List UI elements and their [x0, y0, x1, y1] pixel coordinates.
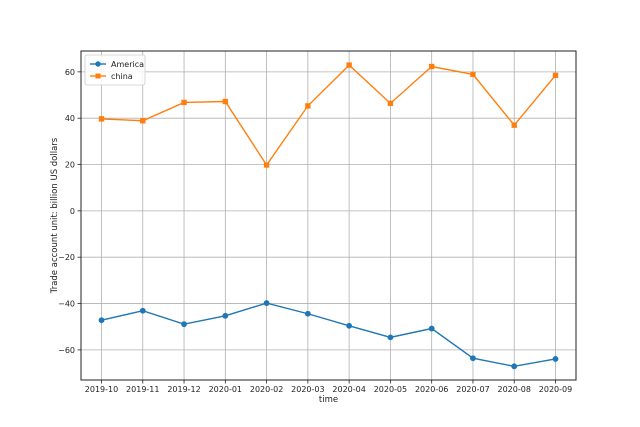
x-tick-label: 2019-10	[85, 385, 118, 394]
series-line-america	[101, 302, 556, 368]
x-tick-label: 2019-12	[167, 385, 200, 394]
data-point-america	[222, 312, 229, 319]
data-point-china	[387, 100, 394, 107]
x-tick-label: 2020-02	[250, 385, 283, 394]
legend: America china	[84, 54, 146, 86]
data-point-america	[98, 317, 105, 324]
x-tick-label: 2020-05	[374, 385, 407, 394]
legend-marker-china	[95, 73, 101, 79]
data-point-china	[428, 63, 435, 70]
data-point-america	[511, 363, 518, 370]
data-point-america	[428, 325, 435, 332]
y-tick-label: −60	[58, 346, 75, 355]
x-tick-label: 2020-01	[209, 385, 242, 394]
y-tick-label: 20	[65, 161, 75, 170]
data-point-china	[222, 98, 229, 105]
x-tick-label: 2020-06	[415, 385, 448, 394]
data-point-china	[511, 122, 517, 128]
data-point-america	[263, 300, 270, 306]
data-point-china	[470, 71, 476, 78]
x-tick-label: 2020-09	[539, 385, 572, 394]
data-point-china	[552, 72, 559, 79]
y-tick-label: 60	[65, 68, 75, 77]
data-point-america	[387, 334, 394, 341]
data-point-america	[346, 322, 353, 329]
data-point-china	[263, 162, 270, 168]
data-point-china	[305, 103, 311, 109]
grid-lines	[81, 51, 576, 380]
x-tick-label: 2019-11	[126, 385, 159, 394]
x-axis: 2019-10 2019-11 2019-12 2020-01 2020-02 2020-…	[85, 380, 572, 394]
legend-label-china: china	[111, 72, 133, 81]
x-tick-label: 2020-03	[291, 385, 324, 394]
data-point-america	[181, 321, 187, 328]
data-point-china	[140, 118, 146, 124]
y-tick-label: 40	[65, 114, 75, 123]
legend-marker-america	[95, 61, 101, 67]
y-axis: −60 −40 −20 0 20 40 60	[58, 68, 81, 355]
series-line-china	[101, 64, 557, 167]
legend-label-america: America	[111, 60, 144, 69]
y-tick-label: 0	[70, 207, 75, 216]
y-tick-label: −40	[58, 300, 75, 309]
data-point-america	[470, 355, 476, 362]
data-point-america	[552, 356, 559, 362]
series-layer	[98, 62, 559, 370]
x-axis-label: time	[319, 395, 338, 405]
data-point-china	[98, 116, 105, 122]
y-axis-label: Trade account unit: billion US dollars	[50, 137, 60, 294]
y-tick-label: −20	[58, 253, 75, 262]
x-tick-label: 2020-04	[332, 385, 365, 394]
data-point-america	[139, 307, 146, 314]
x-tick-label: 2020-08	[498, 385, 531, 394]
plot-frame	[80, 50, 577, 381]
x-tick-label: 2020-07	[456, 385, 489, 394]
data-point-america	[304, 310, 311, 317]
data-point-china	[181, 99, 187, 106]
data-point-china	[346, 62, 352, 68]
